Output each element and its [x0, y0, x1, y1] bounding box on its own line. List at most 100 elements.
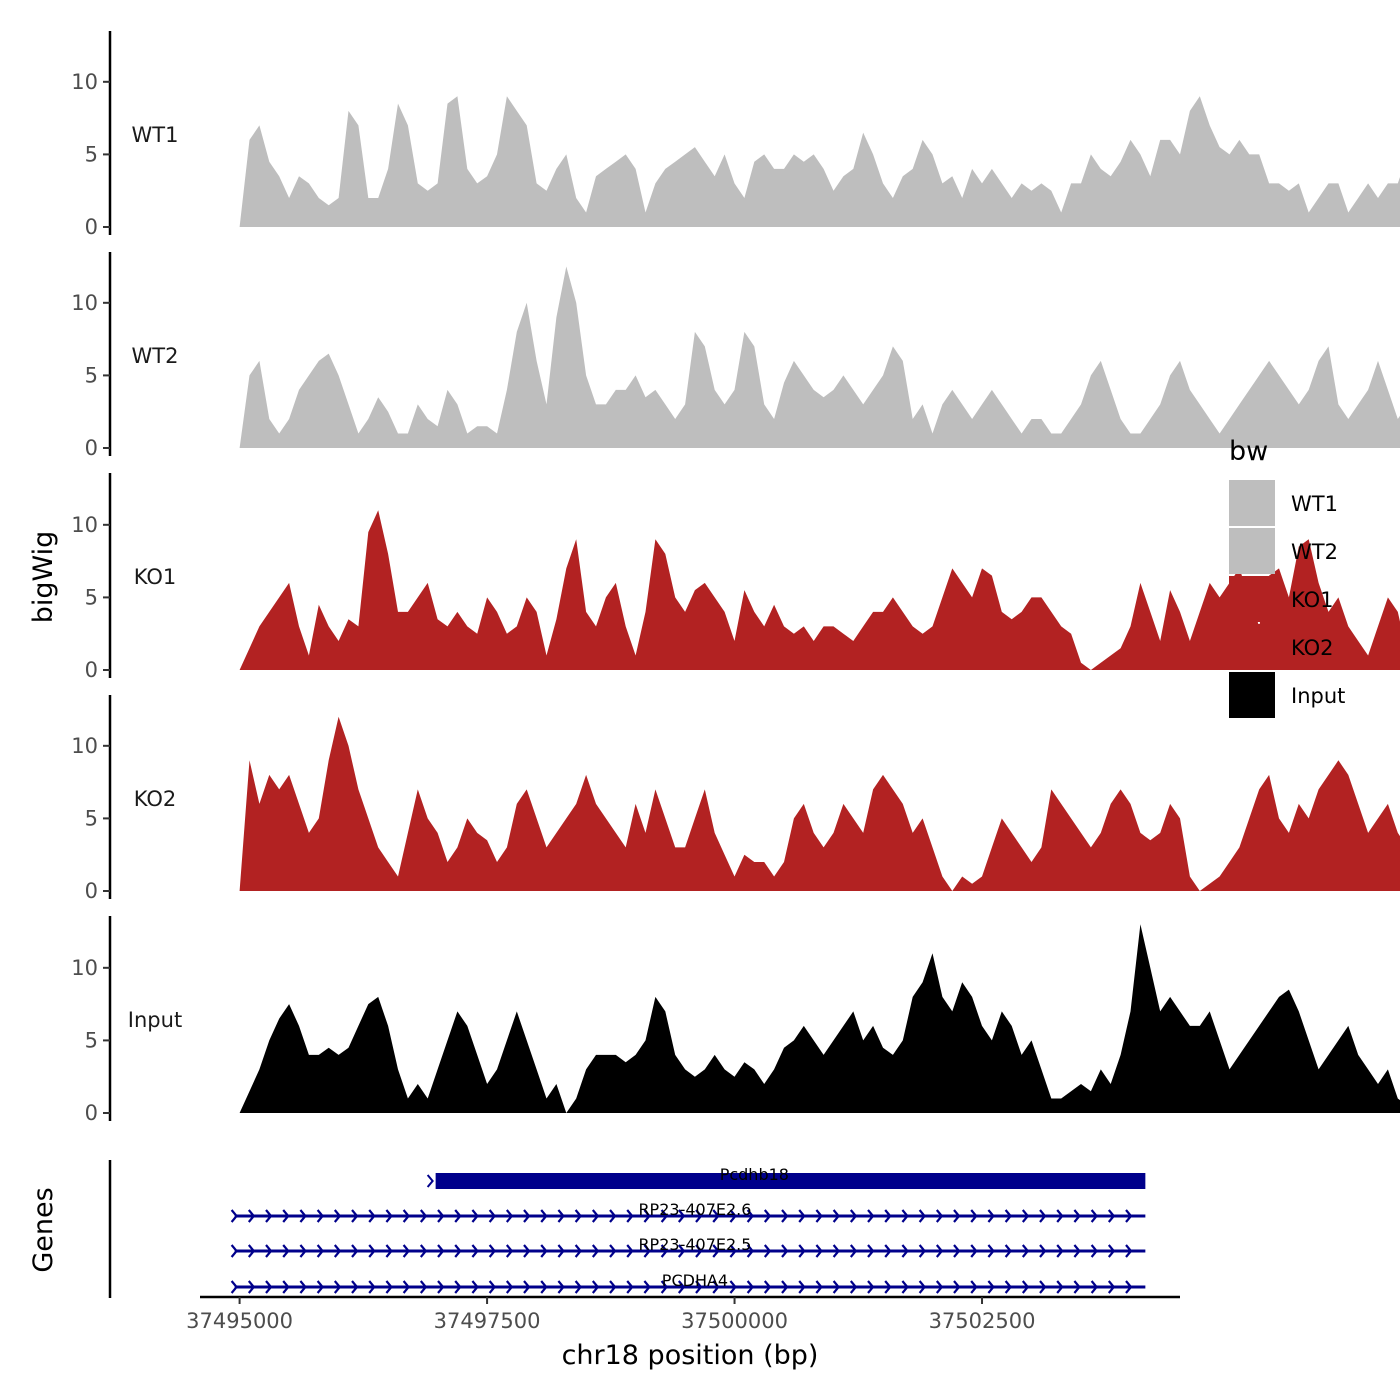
- gene-strand-arrow: [815, 1280, 823, 1294]
- gene-strand-arrow: [712, 1209, 720, 1223]
- legend-label: WT1: [1291, 492, 1338, 516]
- y-tick-label: 5: [85, 1028, 98, 1052]
- gene-strand-arrow: [935, 1280, 944, 1294]
- gene-strand-arrow: [798, 1244, 806, 1258]
- gene-strand-arrow: [643, 1244, 651, 1258]
- gene-strand-arrow: [695, 1209, 703, 1223]
- gene-strand-arrow: [712, 1244, 720, 1258]
- x-tick-label: 37495000: [186, 1309, 293, 1333]
- x-tick-label: 37502500: [929, 1309, 1036, 1333]
- gene-strand-arrow: [1125, 1209, 1133, 1223]
- gene-strand-arrow: [437, 1209, 445, 1223]
- gene-strand-arrow: [953, 1209, 961, 1223]
- gene-strand-arrow: [454, 1209, 462, 1223]
- gene-strand-arrow: [781, 1209, 789, 1223]
- gene-strand-arrow: [832, 1280, 841, 1294]
- gene-strand-arrow: [385, 1280, 393, 1294]
- gene-strand-arrow: [505, 1244, 514, 1258]
- gene-strand-arrow: [523, 1280, 531, 1294]
- gene-strand-arrow: [1004, 1209, 1013, 1223]
- gene-strand-arrow: [351, 1280, 359, 1294]
- gene-strand-arrow: [454, 1280, 462, 1294]
- gene-strand-arrow: [574, 1244, 583, 1258]
- legend-label: Input: [1291, 684, 1345, 708]
- gene-strand-arrow: [746, 1244, 755, 1258]
- gene-strand-arrow: [953, 1244, 961, 1258]
- gene-strand-arrow: [626, 1280, 634, 1294]
- legend-swatch: [1229, 480, 1275, 526]
- legend-label: KO1: [1291, 588, 1334, 612]
- gene-strand-arrow: [385, 1244, 393, 1258]
- legend-label: WT2: [1291, 540, 1338, 564]
- gene-strand-arrow: [1021, 1209, 1030, 1223]
- gene-strand-arrow: [402, 1280, 411, 1294]
- gene-strand-arrow: [867, 1209, 875, 1223]
- gene-strand-arrow: [1090, 1244, 1099, 1258]
- gene-strand-arrow: [729, 1209, 737, 1223]
- gene-strand-arrow: [230, 1280, 239, 1294]
- x-tick-label: 37500000: [681, 1309, 788, 1333]
- gene-strand-arrow: [867, 1244, 875, 1258]
- gene-strand-arrow: [488, 1209, 497, 1223]
- gene-strand-arrow: [1090, 1280, 1099, 1294]
- gene-rp23-407e2.5: RP23-407E2.5: [230, 1235, 1146, 1258]
- y-tick-label: 10: [71, 956, 98, 980]
- gene-strand-arrow: [815, 1209, 823, 1223]
- track-wt2: 0 5 10 WT2: [71, 252, 1400, 460]
- gene-strand-arrow: [368, 1280, 376, 1294]
- track-wt1: 0 5 10 WT1: [71, 31, 1400, 239]
- gene-strand-arrow: [299, 1244, 307, 1258]
- gene-strand-arrow: [333, 1244, 342, 1258]
- gene-strand-arrow: [426, 1174, 434, 1188]
- gene-strand-arrow: [935, 1209, 944, 1223]
- gene-strand-arrow: [437, 1280, 445, 1294]
- gene-strand-arrow: [884, 1280, 892, 1294]
- track-input: 0 5 10 Input: [71, 916, 1400, 1125]
- gene-strand-arrow: [333, 1280, 342, 1294]
- y-axis-title: bigWig: [28, 531, 59, 624]
- gene-strand-arrow: [660, 1244, 669, 1258]
- gene-strand-arrow: [282, 1209, 290, 1223]
- gene-label: RP23-407E2.6: [638, 1200, 751, 1219]
- legend-swatch: [1229, 576, 1275, 622]
- gene-strand-arrow: [1056, 1280, 1064, 1294]
- gene-strand-arrow: [316, 1209, 325, 1223]
- y-tick-label: 5: [85, 363, 98, 387]
- gene-strand-arrow: [1073, 1280, 1081, 1294]
- gene-strand-arrow: [505, 1280, 514, 1294]
- gene-strand-arrow: [1056, 1209, 1064, 1223]
- gene-strand-arrow: [591, 1244, 600, 1258]
- gene-strand-arrow: [282, 1280, 290, 1294]
- gene-strand-arrow: [557, 1280, 565, 1294]
- gene-strand-arrow: [282, 1244, 290, 1258]
- gene-strand-arrow: [781, 1280, 789, 1294]
- gene-strand-arrow: [677, 1280, 686, 1294]
- gene-strand-arrow: [574, 1280, 583, 1294]
- gene-strand-arrow: [677, 1209, 686, 1223]
- gene-strand-arrow: [299, 1280, 307, 1294]
- gene-strand-arrow: [867, 1280, 875, 1294]
- gene-strand-arrow: [798, 1280, 806, 1294]
- gene-exon-block: [435, 1173, 1146, 1189]
- gene-strand-arrow: [849, 1244, 858, 1258]
- track-label: WT1: [132, 123, 179, 147]
- gene-strand-arrow: [918, 1244, 927, 1258]
- gene-strand-arrow: [1073, 1244, 1081, 1258]
- gene-strand-arrow: [419, 1209, 428, 1223]
- gene-strand-arrow: [523, 1244, 531, 1258]
- gene-strand-arrow: [901, 1280, 909, 1294]
- gene-strand-arrow: [419, 1244, 428, 1258]
- gene-strand-arrow: [1056, 1244, 1064, 1258]
- y-tick-label: 0: [85, 436, 98, 460]
- y-tick-label: 5: [85, 585, 98, 609]
- gene-strand-arrow: [918, 1209, 927, 1223]
- genes-axis-title: Genes: [28, 1187, 59, 1272]
- gene-strand-arrow: [1107, 1244, 1116, 1258]
- signal-area-wt2: [239, 266, 1400, 448]
- gene-strand-arrow: [247, 1209, 256, 1223]
- gene-strand-arrow: [660, 1209, 669, 1223]
- y-tick-label: 0: [85, 658, 98, 682]
- gene-strand-arrow: [643, 1209, 651, 1223]
- legend-entry-wt1: WT1: [1229, 480, 1338, 526]
